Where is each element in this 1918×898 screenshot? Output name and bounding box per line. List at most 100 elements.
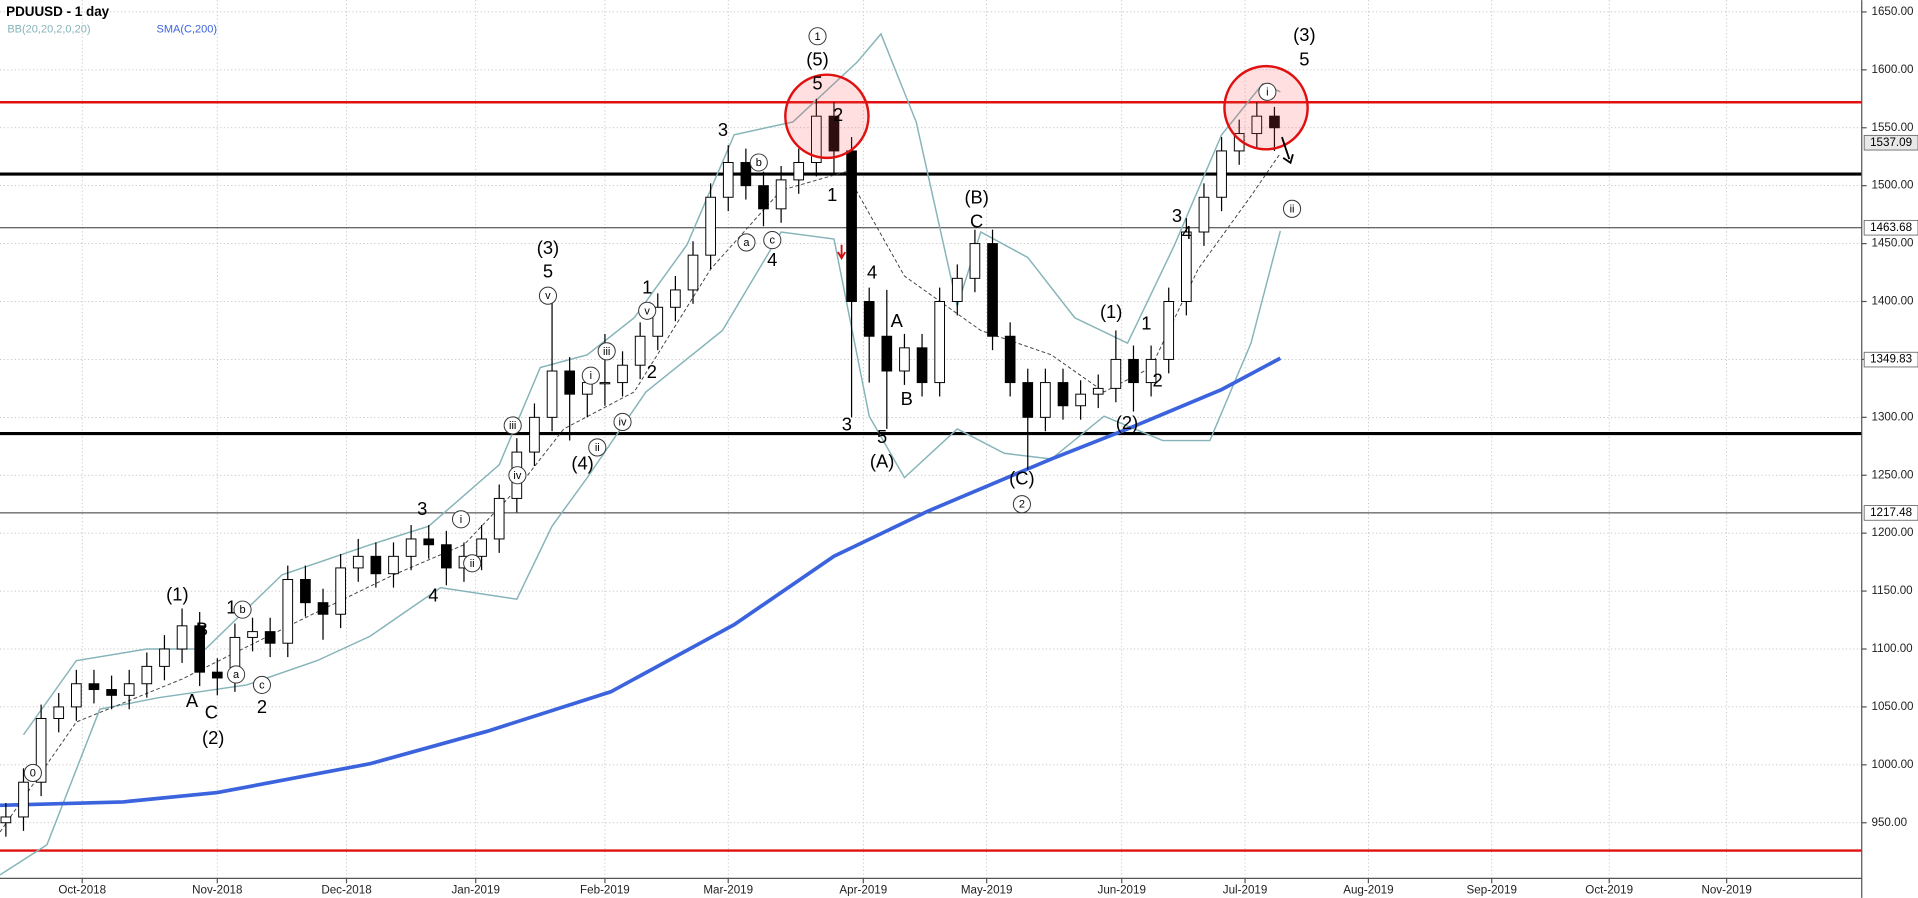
wave-label: B xyxy=(196,618,208,639)
x-tick-label: Aug-2019 xyxy=(1343,884,1393,897)
candle-body xyxy=(722,162,734,198)
candle-body xyxy=(670,289,681,308)
wave-label: (2) xyxy=(1116,412,1138,433)
wave-label: 2 xyxy=(833,104,843,125)
bollinger-lower xyxy=(0,230,1282,876)
x-tick-label: Jan-2019 xyxy=(451,884,499,897)
wave-label: c xyxy=(259,679,265,691)
candle-body xyxy=(476,538,487,557)
wave-label: (4) xyxy=(571,453,593,474)
wave-label: 2 xyxy=(647,361,657,382)
x-tick-label: Sep-2019 xyxy=(1467,884,1517,897)
wave-label: c xyxy=(770,235,776,247)
wave-label: 3 xyxy=(1172,205,1182,226)
wave-label: C xyxy=(970,211,983,232)
candle-body xyxy=(828,115,840,152)
candle-body xyxy=(775,179,787,210)
wave-label: 5 xyxy=(1299,48,1309,69)
wave-label: ii xyxy=(470,558,475,570)
wave-label: iv xyxy=(619,416,627,428)
candle-body xyxy=(1269,115,1280,129)
wave-label: 4 xyxy=(1182,222,1192,243)
bollinger-upper xyxy=(22,32,1281,736)
y-tick-label: 1650.00 xyxy=(1872,5,1914,18)
wave-label: 1 xyxy=(827,184,837,205)
candle-body xyxy=(705,196,716,256)
candle-body xyxy=(951,277,963,302)
wave-label: 1 xyxy=(1141,313,1151,334)
wave-label: A xyxy=(186,690,199,711)
wave-label: iii xyxy=(603,346,610,358)
candle-body xyxy=(811,115,822,163)
candle-body xyxy=(35,718,47,783)
candle-body xyxy=(493,497,505,540)
wave-circle xyxy=(1258,82,1277,101)
candle-body xyxy=(1022,382,1034,418)
x-tick-label: Nov-2019 xyxy=(1701,884,1751,897)
candle-body xyxy=(88,683,100,691)
wave-circle xyxy=(538,286,558,305)
arrow xyxy=(1281,136,1294,165)
wave-circle xyxy=(463,554,482,573)
candle-body xyxy=(687,254,699,291)
candle-body xyxy=(335,567,346,615)
wave-label: b xyxy=(756,157,762,169)
wave-label: (1) xyxy=(1100,301,1122,322)
wave-label: (1) xyxy=(166,584,188,605)
candle-body xyxy=(264,631,276,644)
wave-label: a xyxy=(743,237,750,249)
wave-label: v xyxy=(644,305,650,317)
candle-body xyxy=(1057,382,1069,407)
candle-body xyxy=(1251,115,1263,135)
wave-label: 5 xyxy=(812,73,822,94)
wave-label: b xyxy=(239,604,245,616)
wave-circle xyxy=(508,466,527,485)
x-tick-label: Nov-2018 xyxy=(192,884,242,897)
wave-label: i xyxy=(590,370,592,382)
candle-body xyxy=(969,243,981,279)
y-tick-label: 1150.00 xyxy=(1872,584,1913,597)
wave-circle xyxy=(808,27,827,46)
candle-body xyxy=(793,162,805,181)
candle-body xyxy=(282,579,294,644)
wave-label: 2 xyxy=(1019,499,1025,511)
candle-body xyxy=(934,301,946,384)
candle-body xyxy=(1075,393,1086,407)
wave-label: ii xyxy=(1290,203,1295,215)
candle-body xyxy=(352,555,364,569)
wave-label: ii xyxy=(595,442,600,454)
candle-body xyxy=(740,162,752,187)
candle-body xyxy=(1110,358,1122,389)
candle-body xyxy=(1092,387,1104,395)
wave-label: 5 xyxy=(543,260,553,281)
wave-circle xyxy=(503,416,522,435)
candle-body xyxy=(652,306,664,337)
candle-body xyxy=(863,301,875,337)
candle-body xyxy=(846,150,857,302)
wave-circle xyxy=(581,366,600,385)
wave-circle xyxy=(227,665,246,684)
wave-label: 2 xyxy=(257,696,267,717)
wave-label: (3) xyxy=(1293,24,1315,45)
wave-circle xyxy=(763,231,782,250)
price-label-box xyxy=(1863,219,1918,236)
wave-circle xyxy=(613,412,632,432)
wave-circle xyxy=(749,153,768,172)
candle-body xyxy=(634,335,646,366)
plot-area xyxy=(0,32,1862,876)
wave-label: 1 xyxy=(642,277,652,298)
price-label: 1463.68 xyxy=(1870,221,1912,234)
y-tick-label: 1300.00 xyxy=(1872,410,1914,423)
candle-body xyxy=(599,382,611,385)
wave-label: C xyxy=(205,702,218,723)
candle-body xyxy=(176,625,188,650)
y-tick-label: 950.00 xyxy=(1872,816,1908,829)
candle-body xyxy=(1198,196,1210,233)
candle-body xyxy=(758,185,769,210)
candle-body xyxy=(881,335,893,372)
candle-body xyxy=(0,816,12,824)
wave-label: (C) xyxy=(1009,468,1034,489)
y-tick-label: 1600.00 xyxy=(1872,63,1914,76)
candle-body xyxy=(141,665,153,685)
